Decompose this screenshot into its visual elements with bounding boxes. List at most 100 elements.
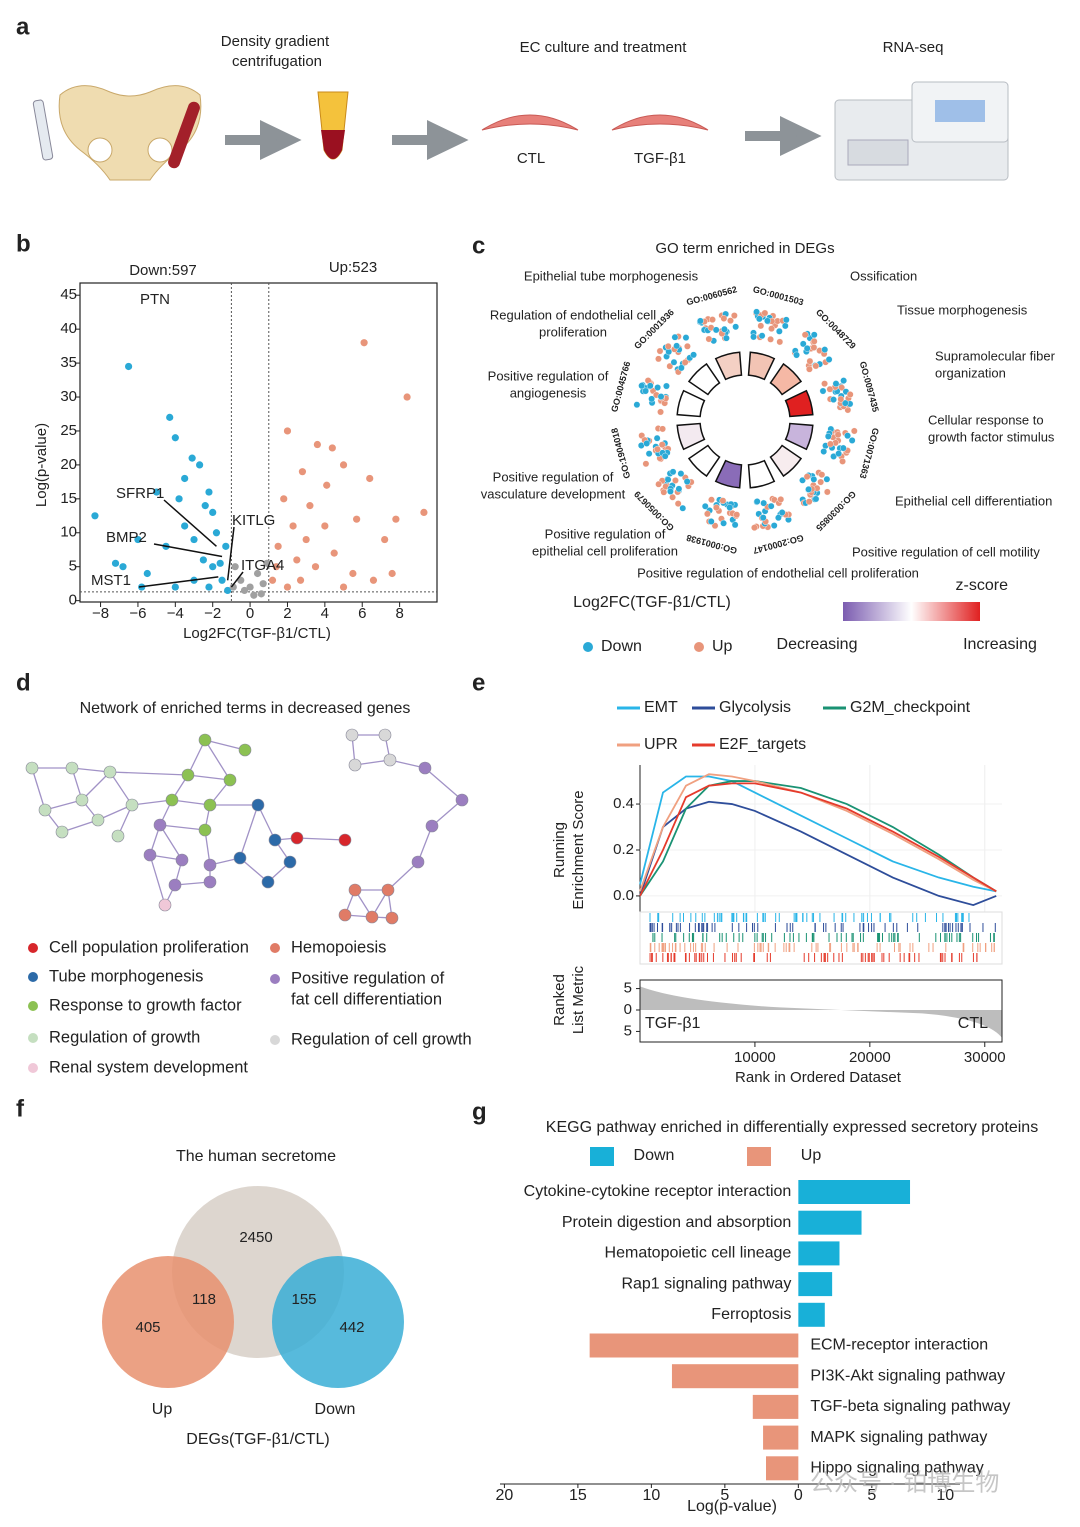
- syringe-icon: [32, 99, 54, 161]
- network-node: [223, 773, 237, 787]
- zscore-label: Decreasing: [777, 636, 858, 653]
- cell-icon: [611, 114, 709, 131]
- gene-dot: [684, 342, 691, 350]
- legend-label: Renal system development: [49, 1058, 248, 1076]
- point: [274, 542, 282, 550]
- network-edge: [159, 824, 183, 861]
- gene-dot: [730, 312, 738, 319]
- term-label: Tissue morphogenesis: [897, 302, 1028, 317]
- gene-label: PTN: [140, 291, 170, 308]
- gene-dot: [723, 334, 730, 342]
- point: [349, 569, 357, 578]
- gene-dot: [823, 475, 831, 483]
- y-tick-label: 30: [60, 388, 77, 405]
- point: [420, 508, 428, 517]
- gene-dot: [674, 500, 682, 508]
- y-tick-label: 0: [624, 1001, 632, 1018]
- venn-count: 405: [135, 1319, 160, 1336]
- point: [209, 563, 217, 571]
- x-axis-label: Log(p-value): [687, 1498, 777, 1515]
- gene-dot: [711, 522, 719, 530]
- point: [268, 576, 277, 584]
- leader-line: [230, 571, 244, 588]
- legend-label: Hemopoiesis: [291, 938, 386, 956]
- term-label: Positive regulation of: [488, 368, 609, 383]
- gene-dot: [672, 477, 679, 484]
- network-title: Network of enriched terms in decreased g…: [80, 700, 411, 717]
- point: [323, 481, 331, 489]
- gene-dot: [812, 362, 820, 370]
- x-tick-label: 15: [569, 1487, 587, 1504]
- gene-dot: [839, 444, 847, 452]
- term-label: angiogenesis: [510, 385, 587, 400]
- pelvis-icon: [87, 137, 113, 163]
- pelvis-icon: [147, 137, 173, 163]
- title: KEGG pathway enriched in differentially …: [546, 1119, 1038, 1136]
- category-label: Cytokine-cytokine receptor interaction: [524, 1183, 792, 1200]
- gene-label: SFRP1: [116, 485, 164, 502]
- term-label: Ossification: [850, 268, 917, 283]
- gene-label: MST1: [91, 572, 131, 589]
- panel-label: f: [16, 1095, 25, 1122]
- term-label: Cellular response to: [928, 412, 1044, 427]
- plot-frame: [79, 282, 438, 603]
- gene-dot: [825, 356, 833, 363]
- point: [201, 502, 209, 510]
- step-label: Density gradient: [221, 33, 330, 50]
- term-label: Epithelial cell differentiation: [895, 493, 1052, 508]
- zscore-tile: [687, 444, 721, 478]
- category-label: Hippo signaling pathway: [810, 1460, 983, 1477]
- gene-dot: [848, 437, 856, 444]
- network-edge: [387, 861, 419, 891]
- point: [218, 576, 226, 584]
- gene-dot: [803, 344, 811, 352]
- panel-label: d: [16, 669, 31, 696]
- y-tick-label: 5: [624, 1022, 632, 1039]
- y-axis-label: List Metric: [570, 965, 587, 1034]
- metric-label: CTL: [958, 1015, 988, 1032]
- network-node: [103, 765, 117, 779]
- gene-dot: [667, 488, 674, 495]
- leader-line: [163, 499, 217, 547]
- venn-caption: DEGs(TGF-β1/CTL): [186, 1431, 329, 1448]
- go-id: GO:0071363: [858, 427, 881, 480]
- dynamic-content: Down:597 Up:523 −8 −6 −4 −2 0 2 4 6 8 0 5 10 15 20 25 30 3…: [25, 240, 1056, 1515]
- gene-label: KITLG: [232, 512, 275, 529]
- gene-dot: [805, 485, 813, 493]
- sequencer-icon: [935, 100, 985, 122]
- gene-dot: [677, 364, 685, 372]
- gene-dot: [778, 509, 786, 516]
- x-tick-label: 20: [496, 1487, 514, 1504]
- enrichment-line: [639, 773, 997, 893]
- point: [111, 559, 120, 567]
- term-label: Positive regulation of: [545, 526, 666, 541]
- term-label: Regulation of endothelial cell: [490, 307, 656, 322]
- point: [119, 563, 127, 571]
- metric-frame: [639, 979, 1003, 1043]
- point: [366, 474, 374, 483]
- bar: [589, 1333, 799, 1358]
- condition-label: CTL: [517, 150, 545, 167]
- gene-dot: [755, 315, 763, 323]
- gene-dot: [793, 351, 800, 359]
- x-tick-label: 10: [936, 1487, 954, 1504]
- network-edge: [109, 771, 133, 806]
- panel-label: c: [472, 232, 485, 259]
- gene-dot: [821, 346, 829, 354]
- point: [188, 454, 196, 462]
- bar: [798, 1272, 833, 1297]
- term-label: vasculature development: [481, 486, 626, 501]
- gene-dot: [806, 365, 813, 373]
- gene-dot: [721, 325, 728, 333]
- x-tick-label: 2: [283, 605, 291, 622]
- workflow: Density gradient centrifugation EC cultu…: [32, 33, 1009, 181]
- point: [91, 512, 99, 520]
- gene-dot: [732, 323, 740, 331]
- point: [298, 468, 307, 476]
- network-node: [455, 793, 469, 807]
- network-node: [158, 898, 172, 912]
- venn-count: 442: [339, 1319, 364, 1336]
- category-label: TGF-beta signaling pathway: [810, 1398, 1010, 1415]
- gene-dot: [653, 434, 661, 442]
- y-tick-label: 0: [69, 592, 77, 609]
